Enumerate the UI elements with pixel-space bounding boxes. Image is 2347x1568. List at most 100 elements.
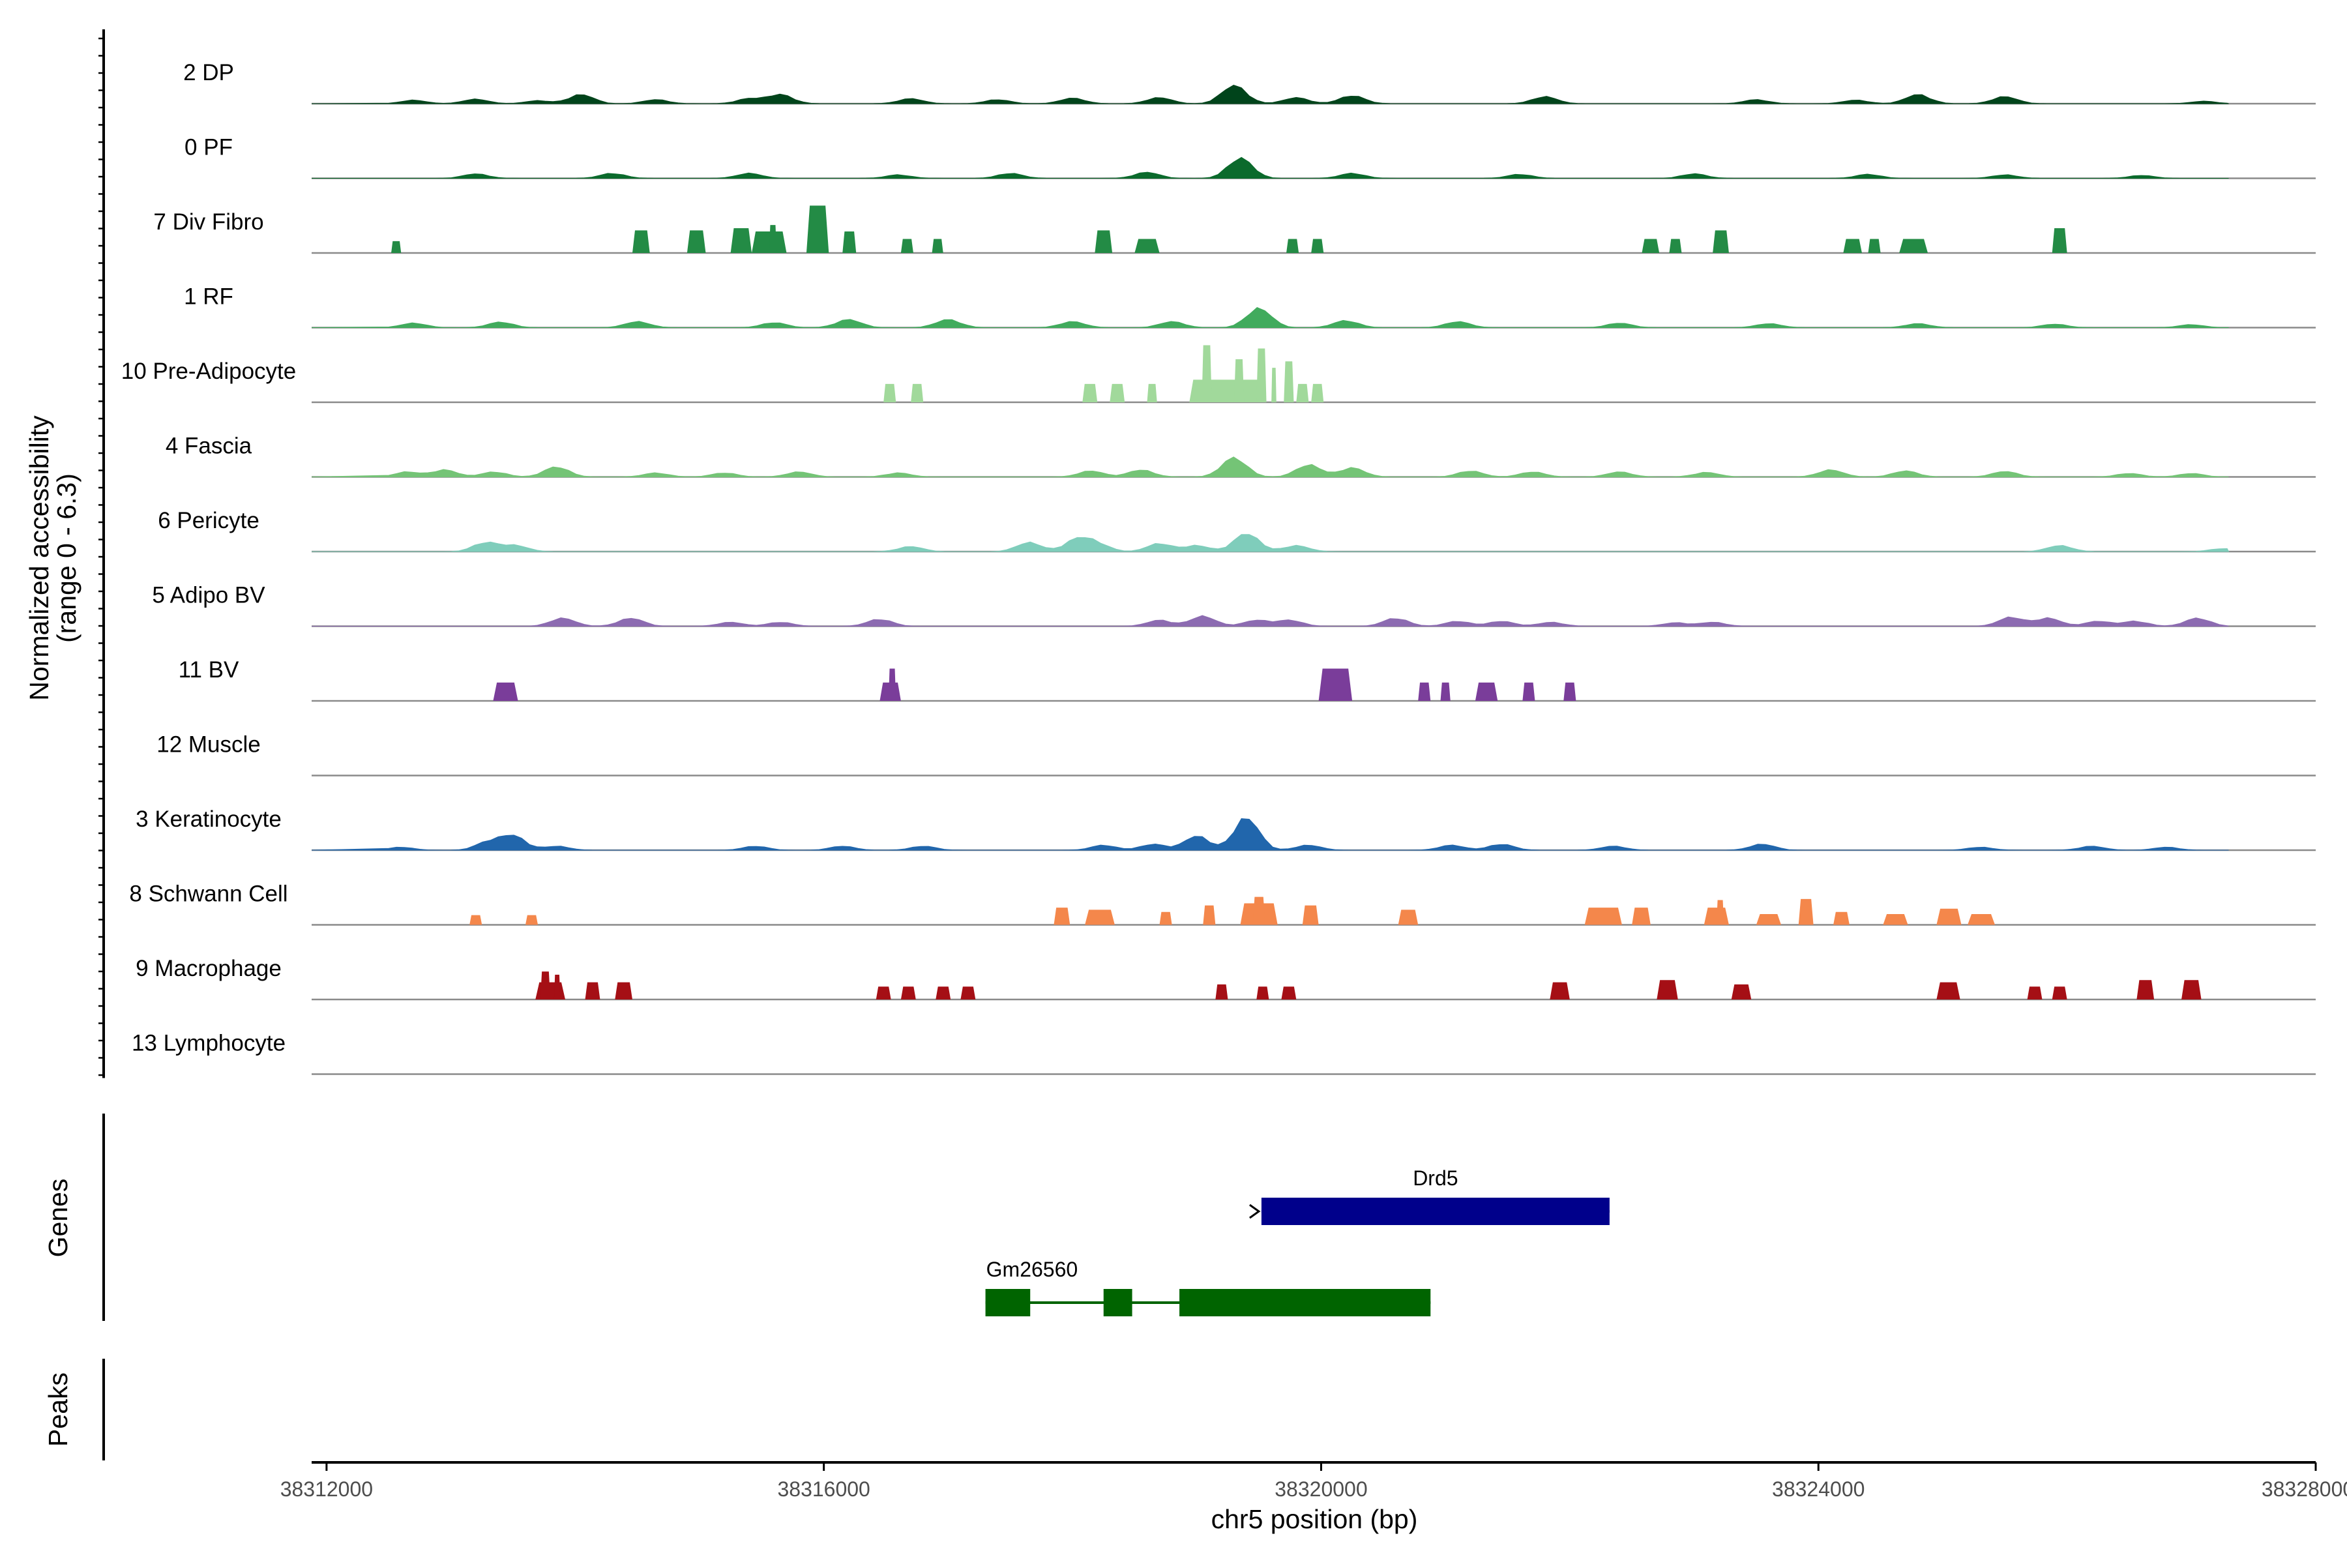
coverage-block (1632, 908, 1651, 925)
track-label: 9 Macrophage (136, 956, 282, 981)
track-label: 12 Muscle (156, 732, 261, 758)
track-5-adipo-bv: 5 Adipo BV (152, 583, 2316, 627)
track-0-pf: 0 PF (185, 135, 2316, 179)
track-13-lymphocyte: 13 Lymphocyte (132, 1031, 2316, 1075)
coverage-block (1642, 239, 1660, 253)
track-label: 3 Keratinocyte (136, 806, 282, 832)
track-label: 0 PF (185, 135, 233, 160)
coverage-block (686, 230, 706, 253)
coverage-block (730, 228, 752, 253)
coverage-block (1899, 239, 1928, 253)
coverage-block (585, 982, 600, 999)
track-4-fascia: 4 Fascia (166, 434, 2316, 478)
coverage-block (1256, 348, 1267, 402)
coverage-block (1189, 379, 1264, 402)
x-axis: 38312000 38316000 38320000 38324000 38328000 (280, 1461, 2347, 1501)
track-3-keratinocyte: 3 Keratinocyte (136, 806, 2316, 851)
coverage-block (1669, 239, 1682, 253)
coverage-area (311, 818, 2229, 851)
x-tick-label: 38312000 (280, 1477, 373, 1501)
coverage-block (1883, 913, 1908, 925)
track-12-muscle: 12 Muscle (156, 732, 2316, 777)
x-tick-label: 38324000 (1772, 1477, 1865, 1501)
x-tick-label: 38316000 (777, 1477, 870, 1501)
track-label: 1 RF (184, 284, 233, 310)
coverage-block (1584, 908, 1622, 925)
coverage-block (540, 971, 551, 999)
coverage-block (1798, 898, 1814, 925)
gene-exon (1261, 1198, 1610, 1225)
track-9-macrophage: 9 Macrophage (136, 956, 2316, 1001)
coverage-block (960, 986, 976, 999)
track-label: 4 Fascia (166, 434, 252, 459)
coverage-block (2027, 986, 2043, 999)
coverage-area (311, 84, 2229, 104)
coverage-block (391, 241, 402, 253)
gene-label: Gm26560 (986, 1258, 1078, 1281)
coverage-block (2052, 228, 2067, 253)
coverage-block (1318, 668, 1353, 701)
track-label: 13 Lymphocyte (132, 1031, 286, 1056)
coverage-block (493, 682, 518, 701)
coverage-block (1716, 900, 1724, 925)
y-axis-range-label: (range 0 - 6.3) (52, 473, 81, 643)
coverage-block (1311, 383, 1324, 402)
coverage-block (769, 225, 777, 253)
genes-panel-label: Genes (43, 1179, 73, 1258)
coverage-block (1202, 345, 1212, 402)
coverage-block (900, 239, 913, 253)
peaks-panel-label: Peaks (43, 1372, 73, 1447)
track-1-rf: 1 RF (184, 284, 2316, 329)
track-label: 11 BV (179, 657, 239, 683)
coverage-block (535, 982, 566, 999)
coverage-block (752, 231, 787, 253)
coverage-block (888, 668, 896, 701)
track-11-bv: 11 BV (179, 657, 2316, 702)
coverage-block (2052, 986, 2067, 999)
coverage-block (1475, 682, 1498, 701)
track-2-dp: 2 DP (183, 60, 2316, 105)
coverage-block (1215, 984, 1228, 999)
x-axis-label: chr5 position (bp) (1211, 1504, 1418, 1534)
coverage-block (1286, 239, 1299, 253)
coverage-block (1833, 911, 1850, 925)
gene-gm26560: Gm26560 (985, 1258, 1431, 1316)
coverage-block (806, 205, 829, 253)
coverage-block (1159, 911, 1172, 925)
gene-exon (1103, 1289, 1132, 1316)
coverage-area (312, 156, 2229, 179)
coverage-block (1233, 359, 1245, 402)
coverage-block (1756, 913, 1782, 925)
coverage-block (876, 986, 891, 999)
coverage-block (2181, 980, 2202, 999)
coverage-block (1936, 908, 1962, 925)
gene-track: Drd5 Gm26560 (102, 1114, 1610, 1321)
coverage-block (1095, 230, 1113, 253)
gene-exon (1179, 1289, 1431, 1316)
coverage-block (1657, 980, 1678, 999)
coverage-block (1713, 230, 1729, 253)
track-10-pre-adipocyte: 10 Pre-Adipocyte (121, 345, 2316, 404)
coverage-block (1868, 239, 1881, 253)
coverage-block (1398, 910, 1419, 925)
coverage-block (525, 915, 539, 925)
gene-drd5: Drd5 (1249, 1166, 1610, 1225)
coverage-block (1704, 908, 1729, 925)
coverage-block (936, 986, 951, 999)
coverage-block (883, 383, 896, 402)
track-8-schwann-cell: 8 Schwann Cell (129, 881, 2316, 926)
coverage-block (1440, 682, 1451, 701)
x-tick-label: 38320000 (1275, 1477, 1367, 1501)
coverage-block (469, 915, 482, 925)
coverage-block (900, 986, 916, 999)
coverage-block (932, 239, 943, 253)
coverage-block (1134, 239, 1160, 253)
coverage-block (632, 230, 650, 253)
strand-arrow-icon (1249, 1204, 1261, 1219)
coverage-block (1256, 986, 1269, 999)
coverage-block (1522, 682, 1535, 701)
track-7-div-fibro: 7 Div Fibro (153, 205, 2316, 254)
coverage-block (842, 231, 857, 253)
coverage-block (1281, 986, 1297, 999)
